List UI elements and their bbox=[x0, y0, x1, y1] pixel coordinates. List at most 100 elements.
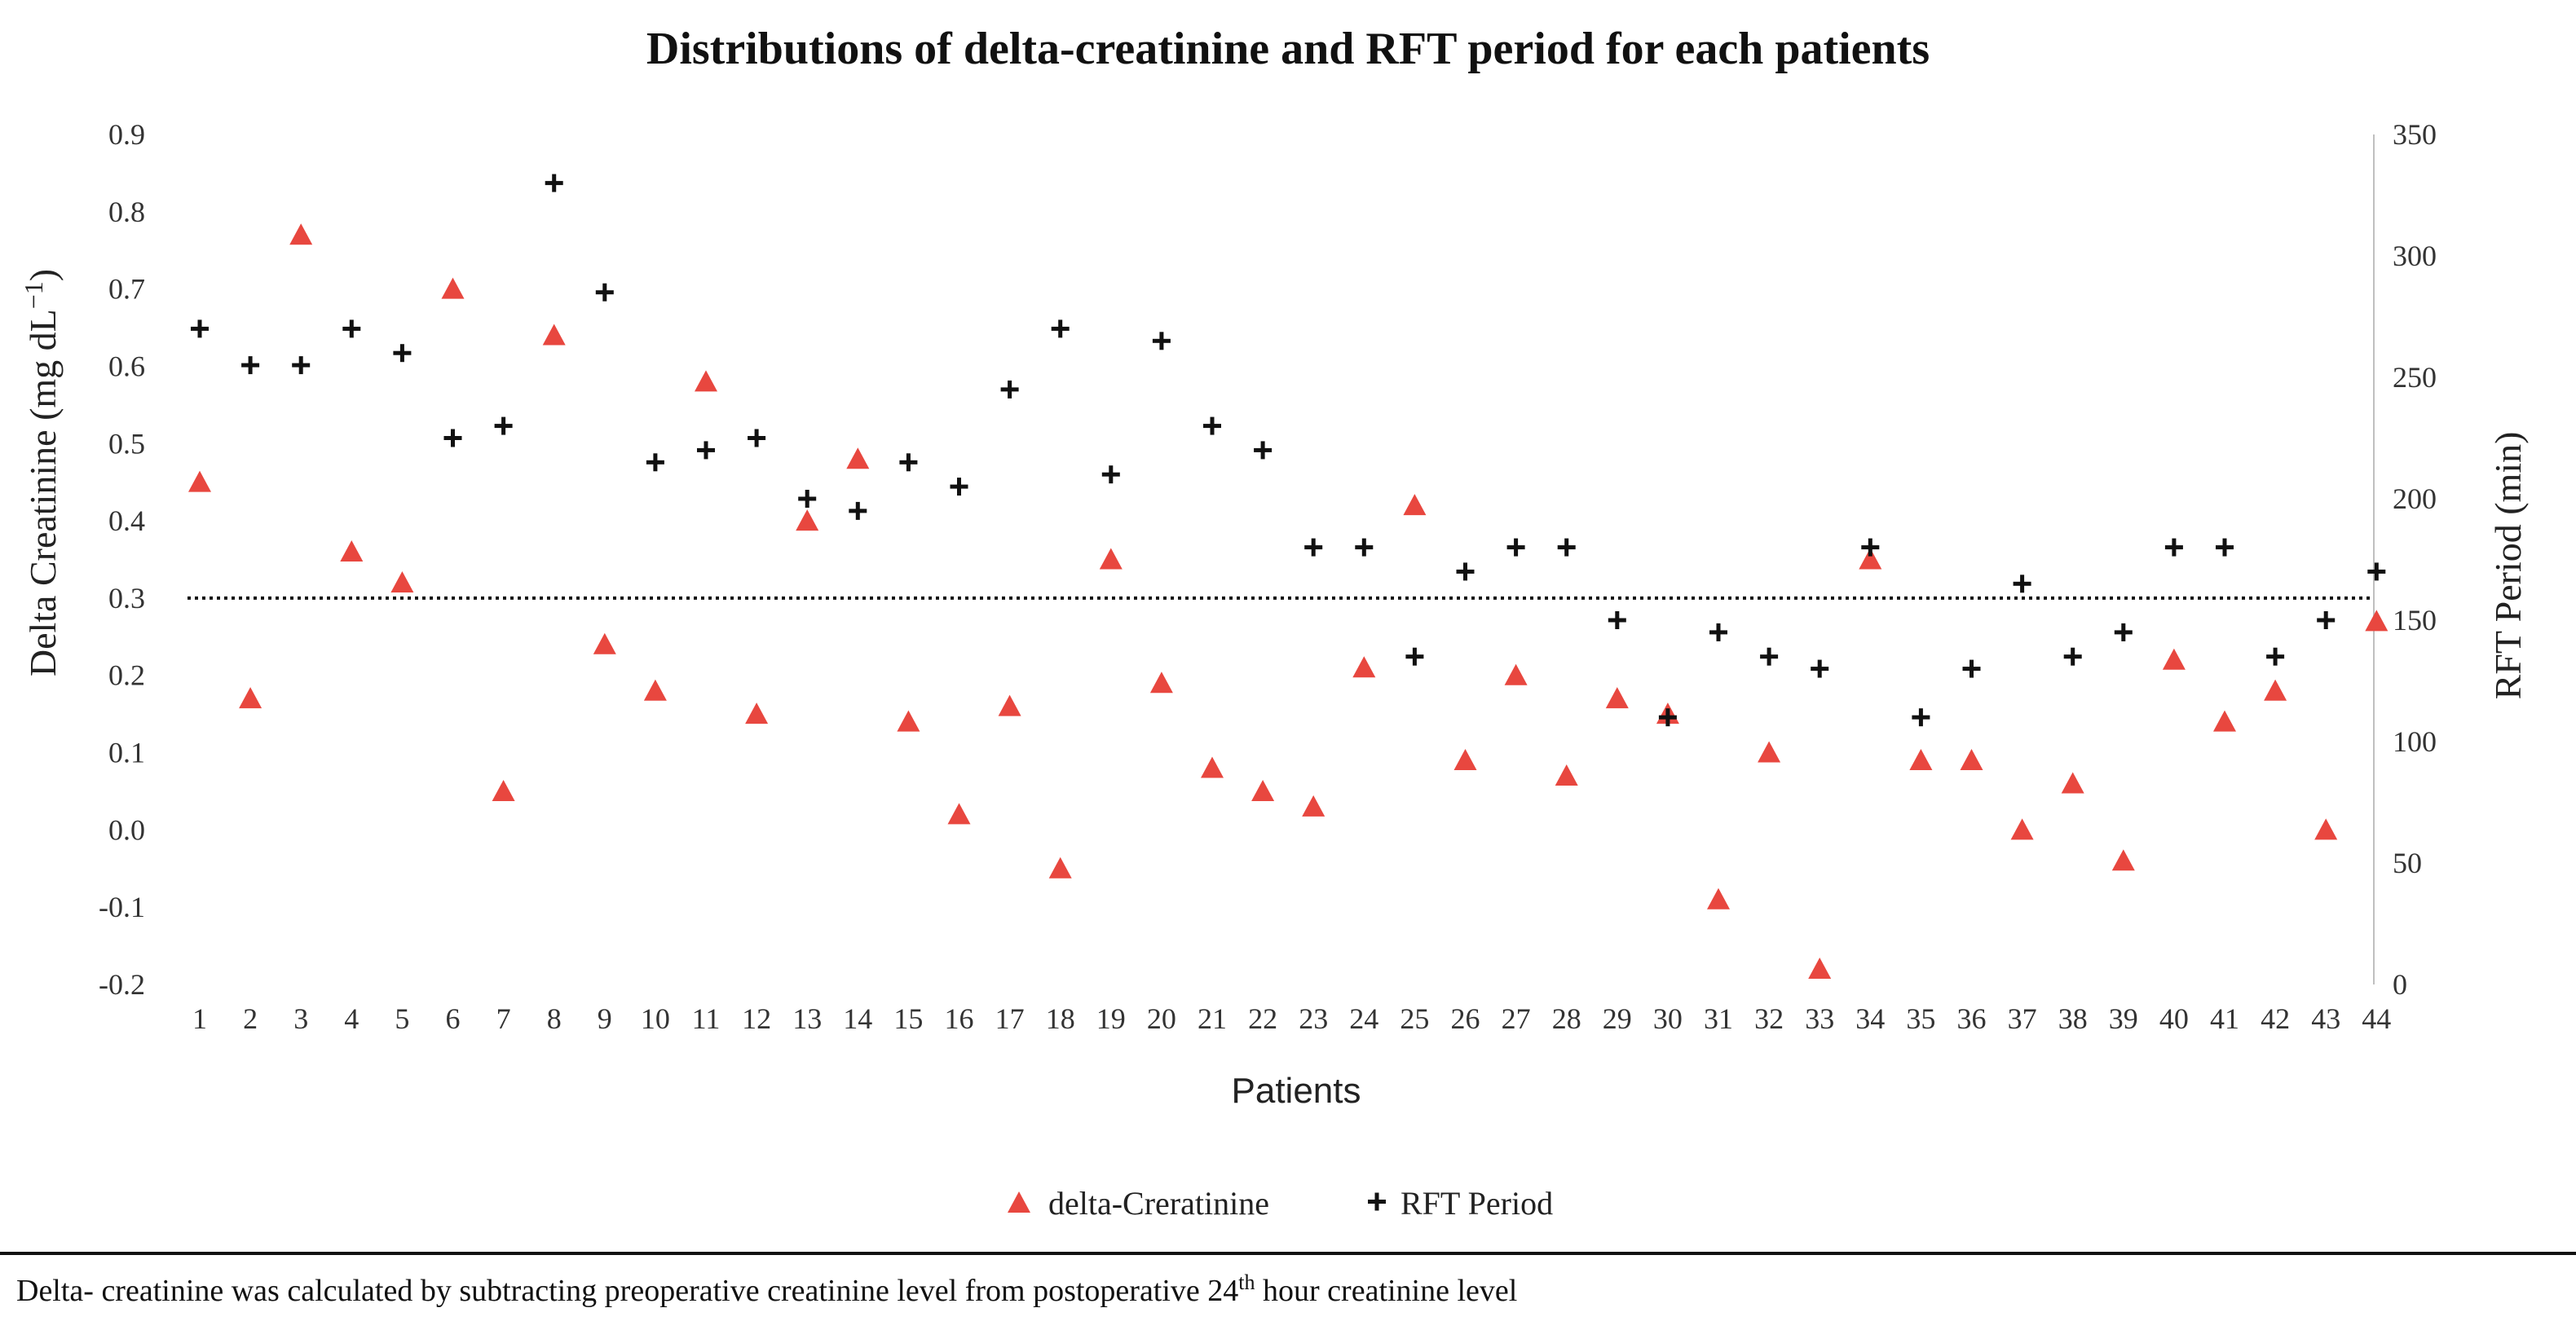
rft-period-point bbox=[1355, 538, 1374, 557]
x-tick-label: 1 bbox=[192, 1002, 207, 1035]
delta-creatinine-point bbox=[1201, 756, 1224, 778]
rft-period-point bbox=[2013, 575, 2031, 593]
rft-period-point bbox=[1000, 380, 1019, 399]
rft-period-point bbox=[2164, 538, 2183, 557]
delta-creatinine-point bbox=[1555, 764, 1578, 786]
delta-creatinine-point bbox=[542, 324, 566, 346]
x-tick-label: 44 bbox=[2362, 1002, 2391, 1035]
delta-creatinine-point bbox=[745, 702, 769, 724]
delta-creatinine-point bbox=[289, 223, 313, 245]
delta-creatinine-point bbox=[897, 710, 920, 732]
delta-creatinine-point bbox=[593, 632, 616, 654]
x-tick-label: 39 bbox=[2109, 1002, 2138, 1035]
x-tick-label: 15 bbox=[893, 1002, 923, 1035]
x-tick-label: 21 bbox=[1198, 1002, 1227, 1035]
left-tick-label: 0.7 bbox=[108, 273, 145, 306]
x-tick-label: 9 bbox=[598, 1002, 612, 1035]
x-tick-label: 5 bbox=[395, 1002, 409, 1035]
rft-period-point bbox=[443, 429, 462, 447]
x-tick-label: 42 bbox=[2261, 1002, 2290, 1035]
delta-creatinine-point bbox=[1909, 749, 1933, 771]
footnote: Delta- creatinine was calculated by subt… bbox=[16, 1271, 1517, 1308]
legend-label-delta-creatinine: delta-Creratinine bbox=[1048, 1185, 1269, 1222]
footnote-suffix: hour creatinine level bbox=[1255, 1274, 1518, 1308]
delta-creatinine-point bbox=[1758, 741, 1781, 763]
delta-creatinine-point bbox=[2264, 679, 2287, 701]
left-tick-label: 0.2 bbox=[108, 659, 145, 692]
x-tick-label: 17 bbox=[995, 1002, 1025, 1035]
x-tick-label: 14 bbox=[843, 1002, 872, 1035]
rft-period-point bbox=[191, 319, 209, 338]
rft-period-point bbox=[1051, 319, 1070, 338]
x-tick-label: 30 bbox=[1653, 1002, 1683, 1035]
rft-period-point bbox=[798, 490, 817, 508]
right-tick-label: 100 bbox=[2393, 725, 2437, 758]
x-tick-label: 23 bbox=[1299, 1002, 1328, 1035]
rft-period-point bbox=[950, 478, 968, 496]
x-tick-label: 29 bbox=[1603, 1002, 1632, 1035]
x-tick-label: 34 bbox=[1855, 1002, 1885, 1035]
delta-creatinine-point bbox=[1352, 656, 1376, 678]
y-axis-left-label: Delta Creatinine (mg dL−1) bbox=[19, 269, 64, 676]
delta-creatinine-point bbox=[188, 470, 211, 492]
delta-creatinine-point bbox=[1149, 672, 1173, 694]
x-tick-label: 2 bbox=[243, 1002, 258, 1035]
x-tick-label: 16 bbox=[945, 1002, 974, 1035]
rft-period-point bbox=[241, 356, 260, 375]
rft-period-point bbox=[2216, 538, 2234, 557]
left-tick-label: 0.0 bbox=[108, 813, 145, 846]
chart-title: Distributions of delta-creatinine and RF… bbox=[646, 24, 1930, 74]
rft-period-point bbox=[748, 429, 766, 447]
x-axis-ticks: 1 2 3 4 5 6 7 8 9 10 11 12 13 14 15 16 17 18 19 20 21 22 23 24 2… bbox=[192, 1002, 2391, 1035]
right-tick-label: 150 bbox=[2393, 604, 2437, 636]
x-tick-label: 33 bbox=[1805, 1002, 1834, 1035]
rft-period-point bbox=[545, 174, 563, 192]
rft-period-point bbox=[1861, 538, 1880, 557]
x-tick-label: 22 bbox=[1248, 1002, 1277, 1035]
delta-creatinine-point bbox=[340, 540, 364, 562]
x-tick-label: 7 bbox=[496, 1002, 511, 1035]
y-axis-left-label-superscript: −1 bbox=[19, 281, 48, 309]
left-tick-label: 0.6 bbox=[108, 350, 145, 382]
delta-creatinine-point bbox=[2365, 610, 2389, 632]
rft-period-point bbox=[849, 501, 867, 520]
delta-creatinine-point bbox=[1302, 795, 1325, 817]
rft-period-point bbox=[1506, 538, 1525, 557]
delta-creatinine-point bbox=[1403, 494, 1427, 516]
x-tick-label: 13 bbox=[792, 1002, 822, 1035]
rft-period-point bbox=[1811, 659, 1829, 678]
legend: delta-Creratinine RFT Period bbox=[1008, 1185, 1553, 1222]
delta-creatinine-point bbox=[2162, 648, 2186, 670]
delta-creatinine-point bbox=[1605, 687, 1629, 709]
rft-period-point bbox=[899, 453, 918, 472]
left-tick-label: 0.4 bbox=[108, 504, 145, 537]
rft-period-point bbox=[1456, 562, 1475, 581]
x-tick-label: 26 bbox=[1451, 1002, 1480, 1035]
delta-creatinine-point bbox=[695, 370, 717, 392]
rft-period-point bbox=[646, 453, 664, 472]
x-tick-label: 12 bbox=[742, 1002, 771, 1035]
x-tick-label: 6 bbox=[446, 1002, 461, 1035]
left-tick-label: -0.2 bbox=[99, 968, 145, 1001]
right-tick-label: 250 bbox=[2393, 361, 2437, 394]
x-tick-label: 40 bbox=[2159, 1002, 2189, 1035]
rft-period-point bbox=[494, 416, 513, 435]
rft-period-point bbox=[1658, 708, 1677, 727]
y-axis-right-label: RFT Period (min) bbox=[2487, 432, 2529, 700]
x-tick-label: 11 bbox=[692, 1002, 721, 1035]
delta-creatinine-point bbox=[796, 509, 819, 531]
rft-period-point bbox=[1608, 611, 1626, 629]
rft-period-point bbox=[393, 344, 412, 363]
rft-period-point bbox=[1557, 538, 1576, 557]
rft-period-point bbox=[595, 283, 614, 302]
rft-period-point bbox=[2063, 647, 2082, 666]
delta-creatinine-point bbox=[2061, 772, 2084, 794]
rft-period-point bbox=[1203, 416, 1221, 435]
right-tick-label: 200 bbox=[2393, 482, 2437, 515]
left-axis-ticks: 0.9 0.8 0.7 0.6 0.5 0.4 0.3 0.2 0.1 0.0 -0.1 -0.2 bbox=[99, 118, 145, 1001]
x-axis-label: Patients bbox=[1232, 1071, 1361, 1111]
delta-creatinine-point bbox=[441, 277, 465, 299]
left-tick-label: 0.9 bbox=[108, 118, 145, 151]
delta-creatinine-point bbox=[2314, 818, 2338, 840]
